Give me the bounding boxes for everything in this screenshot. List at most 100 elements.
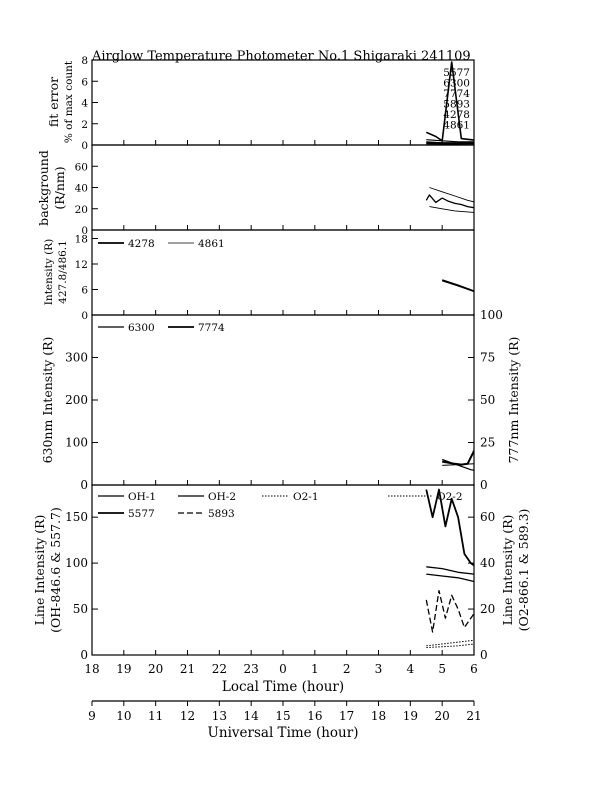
panel-red-green-frame [91, 314, 475, 486]
ytick-label-fit-error-0: 0 [81, 140, 88, 152]
legend-oh2-label: OH-2 [208, 491, 236, 503]
series-background-2 [425, 194, 474, 209]
ytick-label-line-intensity-1: 50 [73, 602, 88, 616]
ytick-label-red-green-2: 200 [65, 393, 88, 407]
ytick-label-line-intensity-3: 150 [65, 510, 88, 524]
ut-tick-label-5: 14 [244, 709, 260, 723]
end-label-4861: 4861 [443, 120, 470, 132]
ut-tick-label-1: 10 [116, 709, 131, 723]
ytick-label-red-green-3: 300 [65, 351, 88, 365]
data-series [425, 61, 612, 649]
series-background-1 [429, 206, 474, 213]
ylabel-line-intensity-right-line1: Line Intensity (R) [500, 515, 515, 626]
ylabel-background-line1: background [36, 150, 51, 226]
ytick-label-background-2: 40 [75, 183, 88, 195]
legend-line-intensity: OH-1 OH-2 O2-1 O2-2 5577 5893 [98, 491, 463, 520]
ylabel-line-intensity-left-line2: (OH-846.6 & 557.7) [48, 507, 63, 633]
series-fit-error-0 [425, 61, 474, 142]
local-time-tick-label-7: 1 [311, 662, 319, 676]
ylabel-777nm: 777nm Intensity (R) [506, 337, 521, 464]
series-fit-error-4 [426, 143, 474, 145]
ytick-label-intensity-blue-3: 18 [75, 234, 88, 246]
ut-tick-label-4: 13 [212, 709, 227, 723]
ylabel-intensity-blue-line2: 427.8/486.1 [57, 240, 69, 304]
local-time-tick-label-4: 22 [212, 662, 227, 676]
panel-fit-error-frame [91, 59, 475, 146]
local-time-tick-label-10: 4 [407, 662, 415, 676]
ut-tick-label-3: 12 [180, 709, 195, 723]
series-background-3 [493, 154, 612, 194]
ut-tick-label-10: 19 [403, 709, 418, 723]
ylabel-background-line2: (R/nm) [52, 166, 67, 209]
series-background-4 [493, 150, 612, 179]
legend-o22-label: O2-2 [437, 491, 463, 503]
ut-tick-label-6: 15 [275, 709, 290, 723]
series-intensity-blue-4861 [442, 280, 474, 293]
y2tick-label-line-intensity-0: 0 [480, 648, 488, 662]
ylabel-fit-error-line2: % of max count [63, 60, 75, 143]
ytick-label-background-0: 0 [81, 225, 88, 237]
y2tick-label-red-green-3: 75 [480, 351, 495, 365]
series-red-green-7774 [442, 448, 474, 466]
local-time-tick-label-1: 19 [116, 662, 131, 676]
ytick-label-red-green-1: 100 [65, 436, 88, 450]
legend-6300-label: 6300 [128, 322, 155, 334]
ut-tick-label-8: 17 [339, 709, 354, 723]
end-label-4278: 4278 [443, 109, 470, 121]
legend-4861-label: 4861 [198, 238, 225, 250]
legend-5577-label: 5577 [128, 508, 155, 520]
legend-5893-label: 5893 [208, 508, 235, 520]
ylabel-line-intensity-right-line2: (O2-866.1 & 589.3) [516, 509, 531, 632]
ylabel-fit-error: fit error % of max count [46, 60, 75, 143]
series-line-intensity-O2-2 [426, 643, 474, 649]
local-time-tick-label-0: 18 [84, 662, 99, 676]
local-time-tick-label-9: 3 [375, 662, 383, 676]
panel-background-frame [91, 144, 475, 231]
xlabel-universal-time: Universal Time (hour) [208, 725, 359, 741]
local-time-tick-label-2: 20 [148, 662, 163, 676]
ytick-label-intensity-blue-2: 12 [75, 259, 88, 271]
ylabel-background: background (R/nm) [36, 150, 67, 226]
xlabel-local-time: Local Time (hour) [222, 679, 344, 695]
series-fit-error-3 [426, 141, 474, 145]
local-time-tick-label-5: 23 [244, 662, 259, 676]
end-label-7774: 7774 [443, 88, 470, 100]
ytick-label-line-intensity-2: 100 [65, 556, 88, 570]
ut-tick-label-0: 9 [88, 709, 96, 723]
series-line-intensity-5893 [425, 590, 474, 633]
y2tick-label-red-green-1: 25 [480, 436, 495, 450]
ylabel-fit-error-line1: fit error [46, 77, 61, 127]
ytick-label-line-intensity-0: 0 [80, 648, 88, 662]
local-time-tick-label-11: 5 [438, 662, 446, 676]
ylabel-630nm: 630nm Intensity (R) [40, 337, 55, 464]
ytick-label-fit-error-4: 8 [81, 55, 88, 67]
ytick-label-fit-error-1: 2 [81, 119, 88, 131]
legend-4278-label: 4278 [128, 238, 155, 250]
ut-tick-label-12: 21 [466, 709, 481, 723]
ut-tick-label-9: 18 [371, 709, 386, 723]
ytick-label-fit-error-2: 4 [81, 98, 88, 110]
legend-o21-label: O2-1 [293, 491, 319, 503]
local-time-tick-label-3: 21 [180, 662, 195, 676]
y2tick-label-red-green-4: 100 [480, 308, 503, 322]
ytick-label-red-green-0: 0 [80, 478, 88, 492]
ylabel-line-intensity-left: Line Intensity (R) (OH-846.6 & 557.7) [32, 507, 63, 633]
legend-intensity-blue: 4278 4861 [98, 238, 225, 250]
series-line-intensity-O2-1 [426, 639, 474, 647]
series-intensity-blue-4278 [441, 279, 474, 293]
ylabel-line-intensity-left-line1: Line Intensity (R) [32, 515, 47, 626]
ytick-label-background-3: 60 [75, 161, 88, 173]
ylabel-intensity-blue: Intensity (R) 427.8/486.1 [43, 239, 69, 305]
series-line-intensity-OH-2 [426, 573, 474, 583]
local-time-tick-label-6: 0 [279, 662, 287, 676]
series-line-intensity-5577 [425, 488, 474, 567]
ytick-label-intensity-blue-0: 0 [81, 310, 88, 322]
series-red-green-2 [442, 463, 474, 466]
ytick-label-fit-error-3: 6 [81, 76, 88, 88]
ytick-label-background-1: 20 [75, 204, 88, 216]
ytick-label-intensity-blue-1: 6 [81, 285, 88, 297]
series-background-0 [429, 187, 474, 203]
y2tick-label-line-intensity-1: 20 [480, 602, 495, 616]
axis-ticks: 0246855776300777458934278486102040600612… [65, 55, 503, 723]
local-time-tick-label-12: 6 [470, 662, 478, 676]
